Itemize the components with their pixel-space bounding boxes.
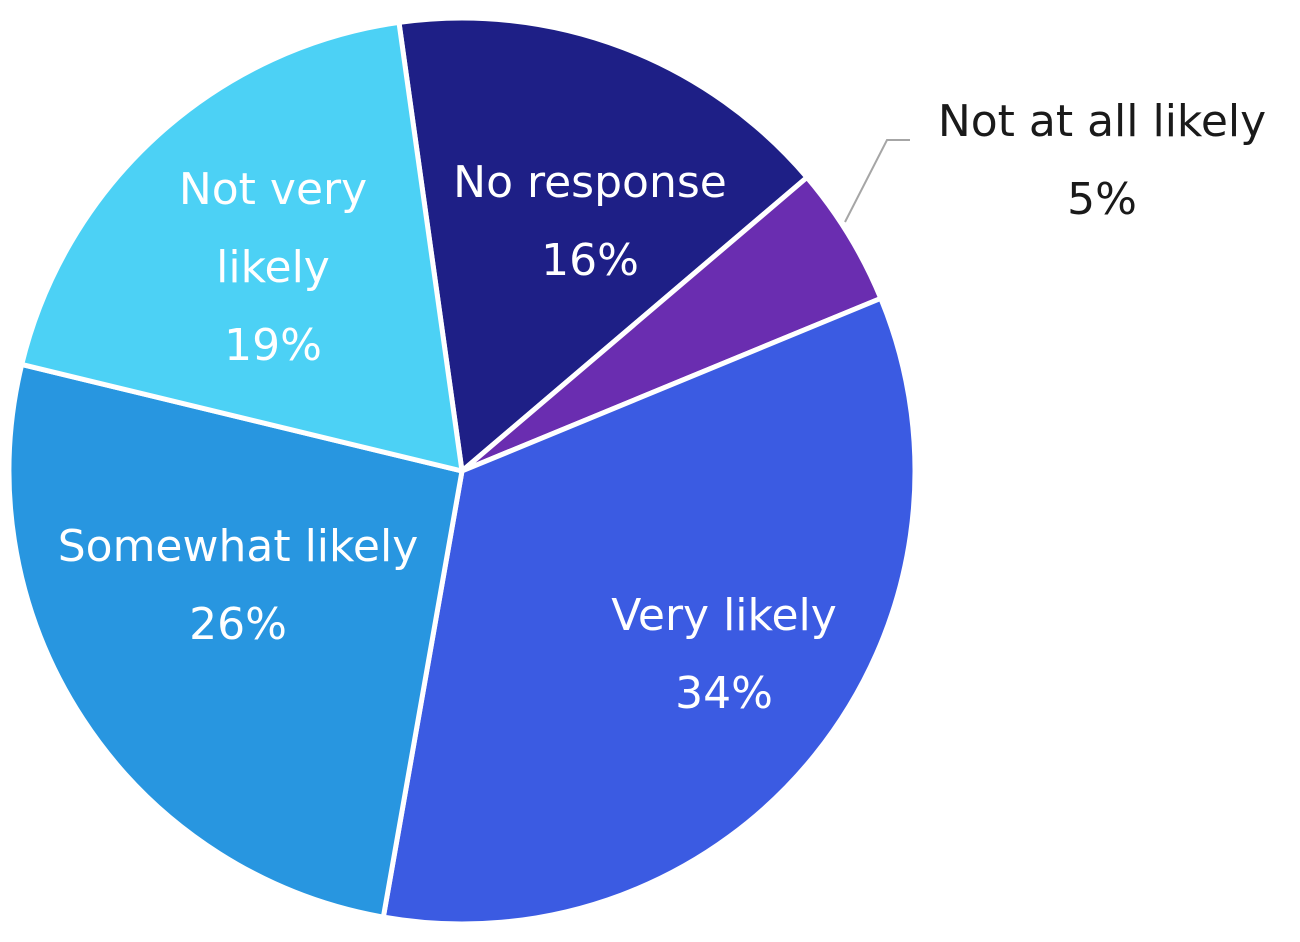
slice-percent: 5% xyxy=(1067,174,1137,225)
pie-slice-somewhat-likely xyxy=(6,361,465,920)
slice-percent: 16% xyxy=(541,235,639,286)
pie-slice-no-response xyxy=(396,15,810,474)
pie-slice-very-likely xyxy=(380,295,918,927)
slice-label-very-likely: Very likely 34% xyxy=(611,577,837,733)
pie-slice-not-very-likely xyxy=(19,19,465,474)
slice-category: likely xyxy=(216,242,330,293)
slice-category: Not at all likely xyxy=(937,96,1267,147)
slice-label-somewhat-likely: Somewhat likely 26% xyxy=(58,508,419,664)
slice-percent: 19% xyxy=(224,320,322,371)
slice-label-no-response: No response 16% xyxy=(453,144,727,300)
slice-category: Somewhat likely xyxy=(57,521,419,572)
slice-category: Very likely xyxy=(611,590,837,641)
slice-label-not-very-likely: Not very likely 19% xyxy=(179,151,367,385)
slice-category: Not very xyxy=(178,164,368,215)
slice-percent: 26% xyxy=(189,599,287,650)
slice-percent: 34% xyxy=(675,668,773,719)
slice-label-not-at-all-likely: Not at all likely 5% xyxy=(938,83,1266,239)
leader-line xyxy=(844,139,910,223)
slice-category: No response xyxy=(453,157,727,208)
pie-slice-not-at-all-likely xyxy=(459,174,884,474)
